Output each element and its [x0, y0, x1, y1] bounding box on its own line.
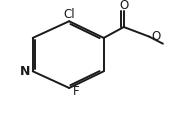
Text: Cl: Cl — [63, 8, 75, 21]
Text: O: O — [119, 0, 128, 12]
Text: N: N — [20, 65, 31, 78]
Text: O: O — [152, 30, 161, 43]
Text: F: F — [73, 85, 80, 98]
